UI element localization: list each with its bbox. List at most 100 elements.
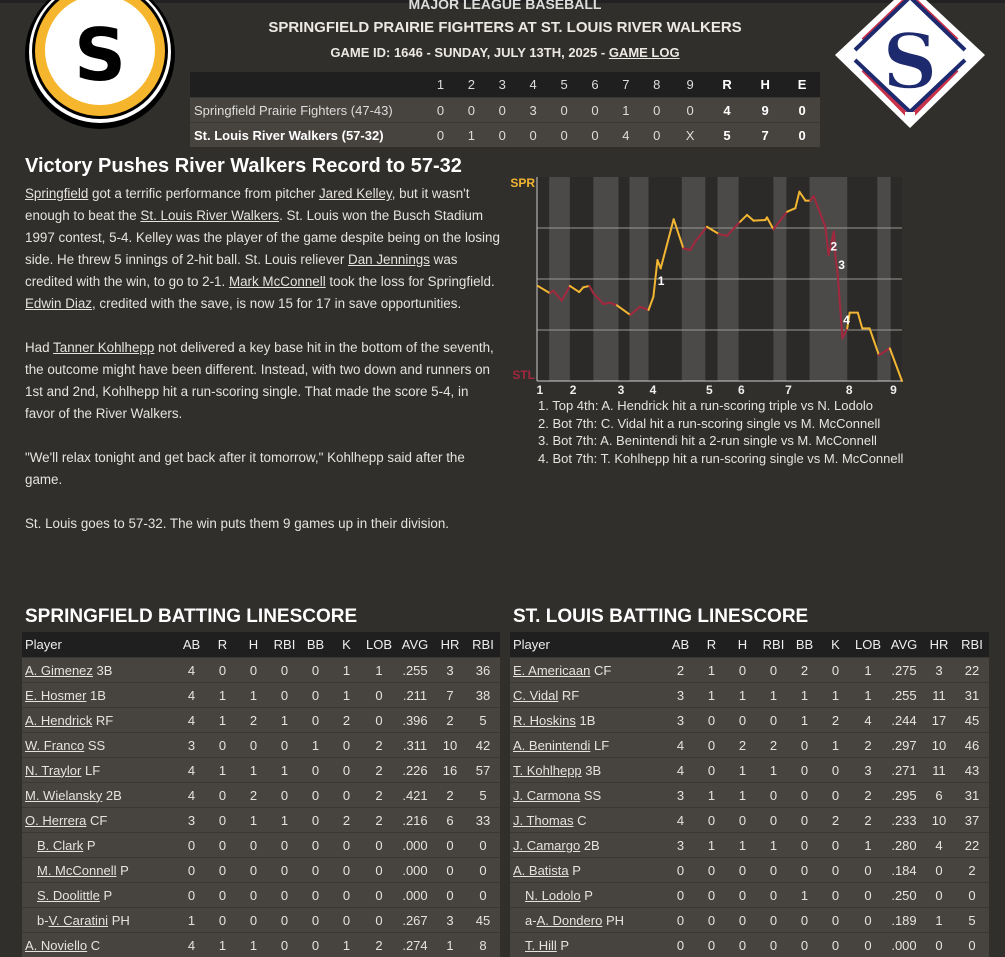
player-link[interactable]: T. Kohlhepp xyxy=(513,763,582,778)
team-name: Springfield Prairie Fighters (47-43) xyxy=(190,98,425,123)
svg-text:S: S xyxy=(883,17,938,106)
stat-cell: 1 xyxy=(434,933,466,957)
article-link[interactable]: St. Louis River Walkers xyxy=(140,208,279,223)
stat-cell: 1 xyxy=(727,683,758,708)
stat-cell: 3 xyxy=(665,783,696,808)
article-link[interactable]: Springfield xyxy=(25,186,88,201)
player-link[interactable]: V. Caratini xyxy=(49,913,109,928)
stat-cell: 38 xyxy=(466,683,500,708)
stat-cell: 0 xyxy=(300,808,331,833)
player-link[interactable]: J. Carmona xyxy=(513,788,580,803)
player-link[interactable]: M. Wielansky xyxy=(25,788,102,803)
column-header: AVG xyxy=(885,632,923,658)
stat-cell: 0 xyxy=(727,908,758,933)
inning-score: 0 xyxy=(580,123,611,148)
player-cell: E. Hosmer 1B xyxy=(22,683,176,708)
player-link[interactable]: A. Batista xyxy=(513,863,569,878)
player-link[interactable]: A. Gimenez xyxy=(25,663,93,678)
stat-cell: .250 xyxy=(885,883,923,908)
player-link[interactable]: T. Hill xyxy=(525,938,557,953)
stat-cell: 22 xyxy=(955,833,989,858)
player-link[interactable]: J. Camargo xyxy=(513,838,580,853)
stat-cell: 0 xyxy=(207,808,238,833)
article-link[interactable]: Jared Kelley xyxy=(319,186,392,201)
stat-cell: 2 xyxy=(820,708,851,733)
article-text: St. Louis goes to 57-32. The win puts th… xyxy=(25,516,449,531)
player-cell: E. Americaan CF xyxy=(510,658,665,683)
stat-cell: 1 xyxy=(727,758,758,783)
stat-cell: 0 xyxy=(789,783,820,808)
player-cell: b-V. Caratini PH xyxy=(22,908,176,933)
player-link[interactable]: O. Herrera xyxy=(25,813,86,828)
player-link[interactable]: W. Franco xyxy=(25,738,84,753)
article-link[interactable]: Mark McConnell xyxy=(229,274,326,289)
stat-cell: 0 xyxy=(851,883,885,908)
player-link[interactable]: M. McConnell xyxy=(37,863,116,878)
stat-cell: 2 xyxy=(238,783,269,808)
inning-tick-label: 5 xyxy=(706,383,713,395)
player-position: SS xyxy=(584,788,601,803)
chart-notes: 1. Top 4th: A. Hendrick hit a run-scorin… xyxy=(538,397,903,467)
player-link[interactable]: A. Dondero xyxy=(537,913,603,928)
stat-cell: .275 xyxy=(885,658,923,683)
player-link[interactable]: R. Hoskins xyxy=(513,713,576,728)
player-link[interactable]: B. Clark xyxy=(37,838,83,853)
stat-cell: 0 xyxy=(434,858,466,883)
game-info: GAME ID: 1646 - SUNDAY, JULY 13TH, 2025 … xyxy=(190,45,820,60)
stat-cell: 4 xyxy=(923,833,955,858)
player-link[interactable]: A. Benintendi xyxy=(513,738,590,753)
play-marker: 4 xyxy=(843,313,850,327)
article-text: Had xyxy=(25,340,53,355)
stat-cell: .271 xyxy=(885,758,923,783)
stat-cell: 3 xyxy=(665,683,696,708)
article-link[interactable]: Dan Jennings xyxy=(348,252,430,267)
stat-cell: 5 xyxy=(955,908,989,933)
stat-cell: 0 xyxy=(300,858,331,883)
stat-cell: 0 xyxy=(820,758,851,783)
stat-cell: 0 xyxy=(269,683,300,708)
stat-cell: 1 xyxy=(207,708,238,733)
inning-header: 6 xyxy=(580,72,611,98)
column-header: Player xyxy=(510,632,665,658)
league-title: MAJOR LEAGUE BASEBALL xyxy=(190,0,820,12)
article-paragraph: St. Louis goes to 57-32. The win puts th… xyxy=(25,513,500,535)
article-link[interactable]: Tanner Kohlhepp xyxy=(53,340,154,355)
stat-cell: 1 xyxy=(238,683,269,708)
stat-cell: 0 xyxy=(466,858,500,883)
inning-tick-label: 7 xyxy=(785,383,792,395)
stat-cell: .000 xyxy=(396,858,434,883)
player-link[interactable]: S. Doolittle xyxy=(37,888,100,903)
player-link[interactable]: A. Noviello xyxy=(25,938,87,953)
player-link[interactable]: J. Thomas xyxy=(513,813,573,828)
game-id-date: GAME ID: 1646 - SUNDAY, JULY 13TH, 2025 … xyxy=(330,45,608,60)
player-link[interactable]: C. Vidal xyxy=(513,688,558,703)
stat-cell: 0 xyxy=(820,908,851,933)
svg-text:S: S xyxy=(74,13,126,97)
player-position: 1B xyxy=(90,688,106,703)
stat-cell: .233 xyxy=(885,808,923,833)
player-link[interactable]: E. Americaan xyxy=(513,663,590,678)
stat-cell: 0 xyxy=(727,808,758,833)
stat-cell: 0 xyxy=(955,933,989,957)
player-link[interactable]: A. Hendrick xyxy=(25,713,92,728)
stat-cell: 0 xyxy=(269,783,300,808)
stat-cell: 1 xyxy=(696,783,727,808)
player-position: 3B xyxy=(97,663,113,678)
game-log-link[interactable]: GAME LOG xyxy=(609,45,680,60)
player-link[interactable]: E. Hosmer xyxy=(25,688,86,703)
player-link[interactable]: N. Lodolo xyxy=(525,888,581,903)
stat-cell: 42 xyxy=(466,733,500,758)
stat-cell: 0 xyxy=(758,883,789,908)
player-link[interactable]: N. Traylor xyxy=(25,763,81,778)
article-link[interactable]: Edwin Diaz xyxy=(25,296,92,311)
